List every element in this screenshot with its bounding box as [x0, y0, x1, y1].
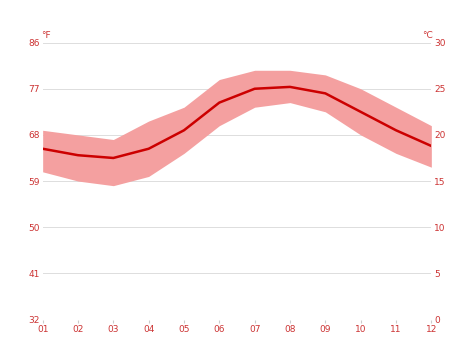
Text: °C: °C: [422, 31, 433, 40]
Text: °F: °F: [41, 31, 50, 40]
